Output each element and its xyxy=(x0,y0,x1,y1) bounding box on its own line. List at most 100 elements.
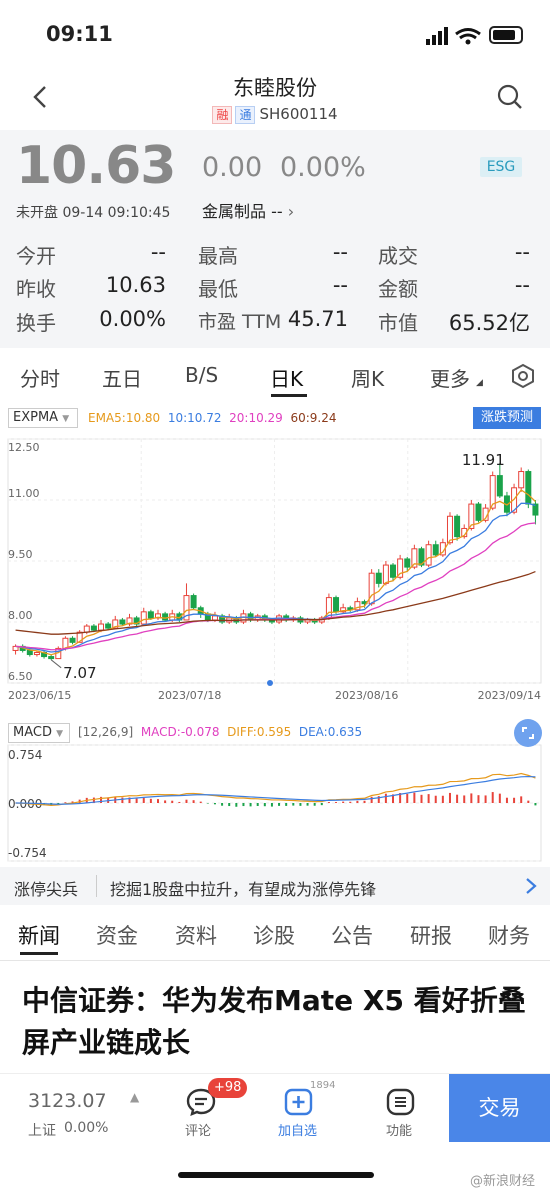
candle-body xyxy=(418,548,425,566)
tab-diagnosis[interactable]: 诊股 xyxy=(253,924,295,948)
candle-body xyxy=(76,631,83,643)
tab-announcements[interactable]: 公告 xyxy=(331,924,373,948)
high-label: 11.91 xyxy=(462,451,505,469)
tab-bs[interactable]: B/S xyxy=(185,363,219,387)
settings-icon[interactable] xyxy=(510,363,536,389)
stat-label: 市值 xyxy=(378,311,418,335)
chart-area[interactable]: 12.50 11.00 9.50 8.00 6.50 11.91 7.07 2023/06/1… xyxy=(0,403,550,865)
diff-line xyxy=(15,772,536,806)
candle-body xyxy=(404,558,411,568)
watch-label: 加自选 xyxy=(278,1124,318,1139)
news-tabs: 新闻 资金 资料 诊股 公告 研报 财务 xyxy=(0,905,550,961)
candle-body xyxy=(354,601,361,611)
candle-body xyxy=(211,615,218,621)
candle-body xyxy=(468,503,475,529)
stat-value: -- xyxy=(150,240,166,264)
stat-value: -- xyxy=(514,240,530,264)
candle-body xyxy=(390,564,396,578)
index-widget[interactable]: 3123.07 ▲ 上证 0.00% xyxy=(0,1074,180,1146)
candle-body xyxy=(446,515,453,544)
function-button[interactable]: 功能 xyxy=(372,1080,432,1142)
add-icon xyxy=(284,1088,313,1116)
fullscreen-icon[interactable] xyxy=(514,719,542,747)
candle-body xyxy=(375,572,382,584)
candle-body xyxy=(190,595,197,609)
back-icon[interactable] xyxy=(30,84,50,110)
price-change-pct: 0.00% xyxy=(280,152,366,183)
stat-value: 10.63 xyxy=(105,273,166,297)
esg-badge[interactable]: ESG xyxy=(480,157,522,177)
legend-ema60: 60:9.24 xyxy=(290,411,337,425)
candle-body xyxy=(90,625,97,631)
candle-body xyxy=(126,617,133,625)
status-bar: 09:11 xyxy=(0,0,550,62)
y-tick-label: 12.50 xyxy=(8,441,40,454)
candle-body xyxy=(119,619,126,625)
tab-funds[interactable]: 资金 xyxy=(96,924,138,948)
tab-news[interactable]: 新闻 xyxy=(18,924,60,948)
nav-bar: 东睦股份 融通 SH600114 xyxy=(0,62,550,130)
candle-body xyxy=(83,625,90,633)
y-tick-label: 11.00 xyxy=(8,487,40,500)
dea-line xyxy=(15,775,536,805)
candle-body xyxy=(69,637,76,643)
ema-line xyxy=(15,570,536,635)
stat-value: -- xyxy=(514,273,530,297)
stat-label: 成交 xyxy=(378,244,418,268)
index-value: 3123.07 xyxy=(28,1090,107,1112)
watch-count: 1894 xyxy=(310,1080,336,1091)
quote-panel: 10.63 0.00 0.00% ESG 未开盘 09-14 09:10:45 … xyxy=(0,130,550,348)
comment-badge: +98 xyxy=(208,1078,248,1098)
tab-daily-k[interactable]: 日K xyxy=(270,367,304,391)
macd-legend: [12,26,9] MACD:-0.078 DIFF:0.595 DEA:0.6… xyxy=(78,725,362,739)
page-dot xyxy=(267,680,273,686)
page-title: 东睦股份 xyxy=(233,76,317,100)
low-label: 7.07 xyxy=(63,664,96,682)
connect-tag: 通 xyxy=(235,106,256,124)
price-change: 0.00 xyxy=(202,152,263,183)
x-tick-label: 2023/09/14 xyxy=(478,689,541,702)
tab-weekly-k[interactable]: 周K xyxy=(351,367,385,391)
y-tick-label: 9.50 xyxy=(8,548,33,561)
predict-button[interactable]: 涨跌预测 xyxy=(473,407,541,429)
news-ticker[interactable]: 涨停尖兵 挖掘1股盘中拉升，有望成为涨停先锋 xyxy=(0,867,550,905)
sector-link[interactable]: 金属制品 -- › xyxy=(202,198,294,222)
candle-body xyxy=(382,564,389,584)
tab-intraday[interactable]: 分时 xyxy=(20,367,60,391)
x-tick-label: 2023/06/15 xyxy=(8,689,71,702)
trade-button[interactable]: 交易 xyxy=(449,1074,550,1142)
candle-body xyxy=(411,548,418,568)
chart-tabs: 分时 五日 B/S 日K 周K 更多 ◢ xyxy=(0,348,550,403)
y-tick-label: 8.00 xyxy=(8,609,33,622)
stock-code-line: 融通 SH600114 xyxy=(0,105,550,124)
add-watchlist-button[interactable]: 1894 加自选 xyxy=(268,1080,338,1142)
low-marker xyxy=(50,659,62,669)
macd-selector[interactable]: MACD ▼ xyxy=(8,723,70,743)
candle-body xyxy=(368,572,375,605)
divider xyxy=(96,875,97,897)
macd-tick-label: -0.754 xyxy=(8,846,47,860)
stat-value: -- xyxy=(332,273,348,297)
tab-financials[interactable]: 财务 xyxy=(488,924,530,948)
candle-body xyxy=(33,652,40,656)
news-headline[interactable]: 中信证券：华为发布Mate X5 看好折叠屏产业链成长 xyxy=(22,984,526,1059)
signal-wifi-icon xyxy=(426,27,481,45)
function-label: 功能 xyxy=(386,1124,413,1139)
tab-more[interactable]: 更多 xyxy=(430,367,470,391)
tab-research[interactable]: 研报 xyxy=(410,924,452,948)
candle-body xyxy=(432,544,439,556)
candle-body xyxy=(333,597,340,613)
candle-body xyxy=(425,544,432,566)
dropdown-icon: ▼ xyxy=(62,414,70,424)
stat-label: 最低 xyxy=(198,277,238,301)
indicator-selector[interactable]: EXPMA ▼ xyxy=(8,408,78,428)
comment-label: 评论 xyxy=(185,1124,212,1139)
kline-chart-svg[interactable]: 12.50 11.00 9.50 8.00 6.50 11.91 7.07 2023/06/1… xyxy=(0,403,550,865)
chevron-right-icon xyxy=(526,878,537,894)
candle-body xyxy=(496,475,503,497)
search-icon[interactable] xyxy=(497,84,523,110)
tab-five-day[interactable]: 五日 xyxy=(102,367,142,391)
tab-profile[interactable]: 资料 xyxy=(175,924,217,948)
ticker-label: 涨停尖兵 xyxy=(14,880,79,899)
comment-button[interactable]: +98 评论 xyxy=(172,1078,248,1142)
